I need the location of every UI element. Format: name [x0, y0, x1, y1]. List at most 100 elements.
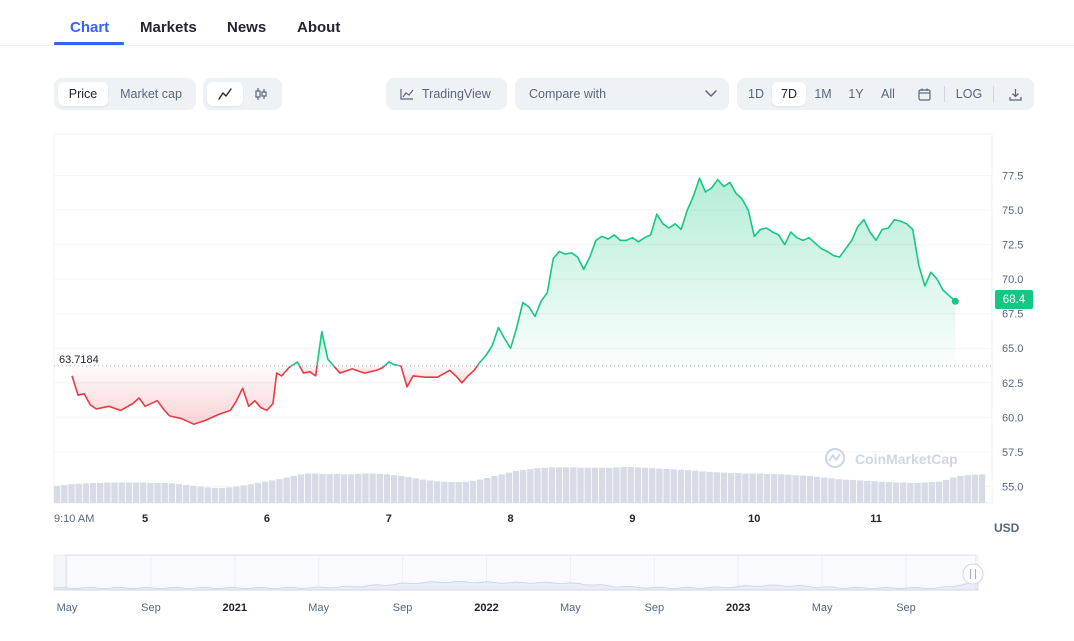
price-area-up	[477, 178, 956, 366]
volume-bar	[512, 471, 520, 503]
range-7d-button[interactable]: 7D	[772, 82, 806, 106]
volume-bar	[713, 472, 720, 503]
watermark-text: CoinMarketCap	[855, 451, 958, 467]
navigator-handle[interactable]	[962, 563, 984, 585]
range-all-button[interactable]: All	[881, 87, 895, 101]
volume-bar	[706, 471, 713, 503]
volume-bar	[333, 473, 340, 503]
volume-bar	[555, 467, 563, 503]
tab-chart[interactable]: Chart	[70, 19, 110, 36]
volume-bar	[534, 468, 541, 503]
volume-bar	[541, 467, 548, 503]
tab-news[interactable]: News	[227, 19, 267, 36]
chart-style-toggle	[203, 78, 282, 110]
volume-bar	[684, 470, 692, 503]
volume-bar	[197, 486, 204, 503]
volume-bar	[326, 473, 333, 503]
line-chart-button[interactable]	[207, 82, 243, 106]
volume-bar	[856, 480, 864, 503]
candlestick-button[interactable]	[243, 82, 279, 106]
tab-about[interactable]: About	[297, 19, 341, 36]
volume-bar	[892, 482, 900, 503]
volume-bar	[584, 467, 591, 503]
navigator-label: Sep	[645, 602, 665, 614]
volume-bar	[304, 473, 312, 503]
navigator-label: May	[57, 602, 78, 614]
volume-bar	[412, 478, 419, 503]
volume-bar	[978, 474, 986, 503]
volume-bar	[218, 487, 226, 503]
volume-bar	[168, 483, 176, 503]
volume-bar	[240, 485, 247, 503]
volume-bar	[548, 467, 556, 503]
volume-bar	[914, 482, 921, 503]
download-button[interactable]	[1000, 82, 1030, 106]
range-1m-button[interactable]: 1M	[814, 87, 832, 101]
volume-bar	[677, 469, 685, 503]
range-1d-button[interactable]: 1D	[748, 87, 764, 101]
volume-bar	[498, 474, 505, 503]
compare-dropdown[interactable]: Compare with	[515, 78, 729, 110]
volume-bar	[247, 484, 254, 503]
volume-bar	[749, 473, 756, 503]
volume-bar	[935, 481, 943, 503]
volume-bar	[899, 482, 907, 503]
coinmarketcap-watermark: CoinMarketCap	[824, 447, 958, 469]
volume-bar	[312, 473, 319, 503]
volume-bar	[140, 482, 147, 503]
volume-bar	[656, 468, 663, 503]
log-scale-button[interactable]: LOG	[955, 87, 983, 101]
volume-bar	[226, 487, 233, 503]
volume-bar	[441, 481, 448, 503]
volume-bar	[813, 476, 821, 503]
volume-bar	[520, 469, 527, 503]
range-1y-button[interactable]: 1Y	[848, 87, 864, 101]
volume-bar	[563, 467, 570, 503]
volume-bar	[878, 481, 885, 503]
y-tick-label: 62.5	[1002, 378, 1023, 390]
y-tick-label: 65.0	[1002, 343, 1023, 355]
volume-bar	[183, 484, 190, 503]
navigator-label: May	[812, 602, 833, 614]
x-tick-label: 11	[870, 513, 882, 525]
market-cap-toggle-button[interactable]: Market cap	[120, 87, 182, 101]
volume-bar	[742, 473, 749, 503]
coinmarketcap-logo-icon	[824, 447, 846, 469]
x-tick-label: 9	[629, 513, 635, 525]
y-tick-label: 60.0	[1002, 412, 1023, 424]
volume-bar	[849, 480, 857, 503]
active-tab-indicator	[54, 42, 124, 45]
volume-bar	[233, 486, 240, 503]
volume-bar	[261, 481, 269, 503]
price-toggle-button[interactable]: Price	[58, 82, 108, 106]
y-tick-label: 72.5	[1002, 240, 1023, 252]
volume-bar	[792, 475, 799, 503]
volume-bar	[785, 474, 792, 503]
tradingview-label: TradingView	[422, 87, 491, 101]
range-navigator[interactable]	[53, 554, 984, 591]
volume-bar	[634, 467, 642, 503]
volume-bar	[606, 467, 613, 503]
calendar-button[interactable]	[909, 82, 939, 106]
volume-bar	[942, 480, 950, 503]
tab-markets[interactable]: Markets	[140, 19, 197, 36]
volume-bar	[627, 466, 634, 503]
baseline-label: 63.7184	[59, 354, 99, 366]
candlestick-icon	[255, 88, 267, 100]
volume-bar	[54, 485, 61, 503]
volume-bar	[763, 473, 771, 503]
x-tick-label: 6	[264, 513, 270, 525]
volume-bar	[842, 479, 849, 503]
y-tick-label: 77.5	[1002, 170, 1023, 182]
tradingview-button[interactable]: TradingView	[386, 78, 507, 110]
volume-bar	[778, 474, 785, 503]
y-tick-label: 67.5	[1002, 309, 1023, 321]
volume-bar	[864, 480, 871, 503]
volume-bar	[355, 473, 362, 503]
compare-label: Compare with	[529, 87, 607, 101]
x-tick-label: 5	[142, 513, 148, 525]
chevron-down-icon	[705, 90, 717, 97]
volume-bar	[154, 482, 161, 503]
volume-bar	[591, 467, 599, 503]
